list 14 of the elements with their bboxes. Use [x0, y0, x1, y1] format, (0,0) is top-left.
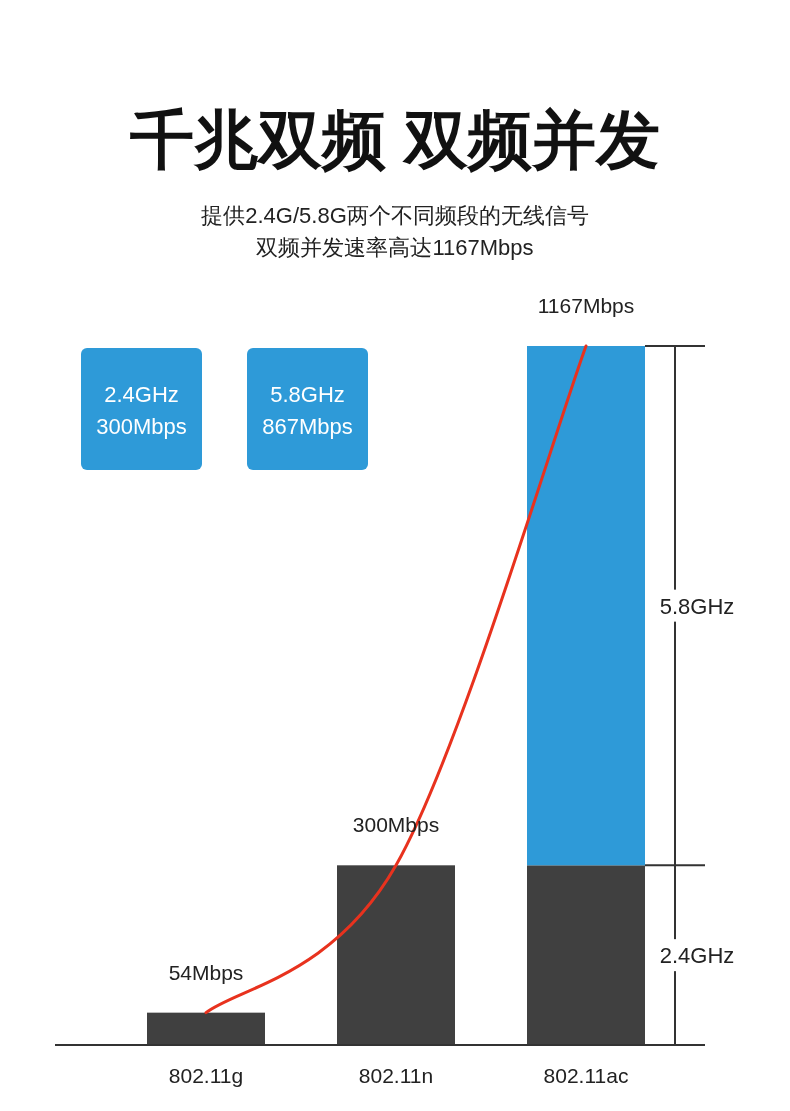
- annotation: 双频并发速率高达1167Mbps: [256, 235, 534, 260]
- text: 提供2.4G/5.8G两个不同频段的无线信号: [201, 203, 589, 228]
- x-tick-label: 802.11n: [358, 1064, 434, 1087]
- annotation: 2.4GHz 300Mbps: [81, 348, 202, 470]
- x-tick-label: 802.11ac: [543, 1064, 629, 1087]
- series-label: 2.4GHz: [659, 943, 735, 969]
- data-label: 54Mbps: [168, 960, 244, 984]
- x-tick-label: 802.11g: [168, 1064, 244, 1087]
- annotation: 5.8GHz 867Mbps: [262, 382, 353, 439]
- text: 千兆双频 双频并发: [130, 104, 660, 176]
- annotation: 2.4GHz 300Mbps: [96, 382, 187, 439]
- annotation: 5.8GHz 867Mbps: [247, 348, 368, 470]
- data-label: 1167Mbps: [537, 294, 635, 317]
- series-label: 5.8GHz: [659, 593, 735, 619]
